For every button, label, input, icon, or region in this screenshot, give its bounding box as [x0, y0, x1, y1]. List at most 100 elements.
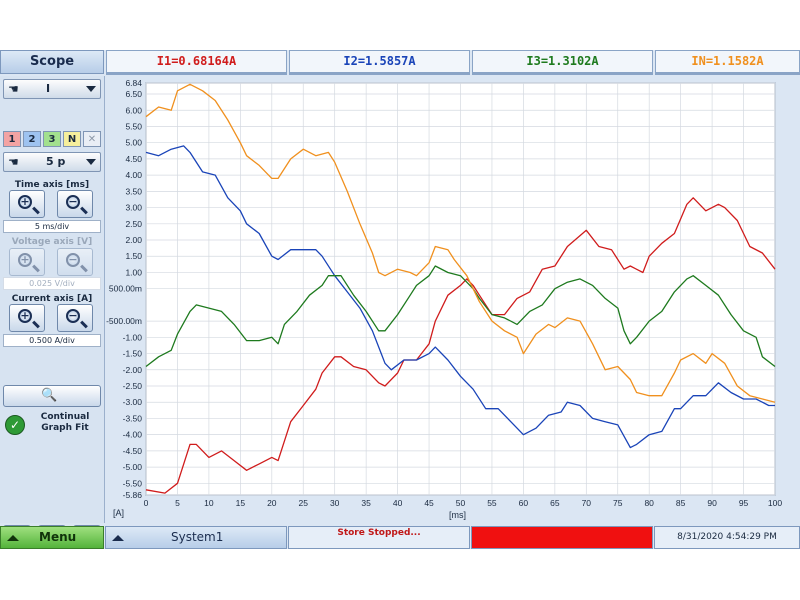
readout-in: IN=1.1582A	[655, 50, 800, 75]
readout-i1-label: I1=0.68164A	[156, 54, 237, 68]
graph-fit-button[interactable]: 🔍	[3, 385, 101, 407]
x-tick-label: 10	[204, 498, 214, 508]
y-tick-label: 3.00	[125, 203, 142, 213]
scope-chart[interactable]: 6.846.50 6.00 5.50 5.00 4.50 4.00 3.50 3.00 2.50…	[105, 75, 800, 525]
x-tick-label: 100	[768, 498, 782, 508]
voltage-zoom-in-button[interactable]: +	[9, 248, 45, 276]
voltage-axis-value: 0.025 V/div	[3, 277, 101, 290]
x-tick-label: 85	[676, 498, 686, 508]
voltage-axis-label: Voltage axis [V]	[11, 237, 93, 247]
x-tick-label: 50	[456, 498, 466, 508]
x-tick-label: 0	[144, 498, 149, 508]
control-panel: ☚ I 1 2 3 N ✕ ☚ 5 p Time axis [ms] + − 5…	[0, 76, 105, 547]
scope-app: Scope I1=0.68164A I2=1.5857A I3=1.3102A …	[0, 50, 800, 549]
y-tick-label: 6.50	[125, 89, 142, 99]
hand-pointer-icon: ☚	[8, 155, 19, 169]
x-tick-label: 90	[707, 498, 717, 508]
channel-2-toggle[interactable]: 2	[23, 131, 41, 147]
x-tick-label: 40	[393, 498, 403, 508]
continual-fit-label: Continual Graph Fit	[40, 412, 90, 433]
y-tick-label: 3.50	[125, 186, 142, 196]
datetime: 8/31/2020 4:54:29 PM	[654, 526, 800, 549]
readout-i3-label: I3=1.3102A	[526, 54, 599, 68]
channel-3-toggle[interactable]: 3	[43, 131, 61, 147]
x-axis-label: [ms]	[449, 510, 466, 520]
x-tick-label: 65	[550, 498, 560, 508]
record-indicator	[471, 526, 653, 549]
zoom-out-icon: −	[66, 309, 80, 323]
x-tick-label: 95	[739, 498, 749, 508]
system-selector[interactable]: System1	[105, 526, 287, 549]
x-tick-label: 80	[644, 498, 654, 508]
y-tick-label: -500.00m	[106, 316, 142, 326]
current-zoom-out-button[interactable]: −	[57, 304, 93, 332]
channel-n-toggle[interactable]: N	[63, 131, 81, 147]
y-tick-label: 2.00	[125, 235, 142, 245]
series-line-3	[145, 265, 776, 368]
y-tick-labels: 6.846.50 6.00 5.50 5.00 4.50 4.00 3.50 3.00 2.50…	[106, 78, 142, 500]
series-line-4	[145, 83, 776, 403]
x-tick-labels: 0 5 10 15 20 25 30 35 40 45 50 55 60 65 70 75 80 85 90 95 10…	[144, 498, 783, 508]
zoom-out-icon: −	[66, 195, 80, 209]
y-tick-label: 2.50	[125, 219, 142, 229]
readout-i2-label: I2=1.5857A	[343, 54, 416, 68]
time-zoom-out-button[interactable]: −	[57, 190, 93, 218]
menu-button[interactable]: Menu	[0, 526, 104, 549]
x-tick-label: 25	[299, 498, 309, 508]
y-tick-label: -1.00	[123, 332, 143, 342]
zoom-in-icon: +	[18, 253, 32, 267]
continual-fit-checkbox[interactable]: ✓	[5, 415, 25, 435]
y-tick-label: -4.50	[123, 446, 143, 456]
y-tick-label: 5.50	[125, 121, 142, 131]
hand-pointer-icon: ☚	[8, 82, 19, 96]
x-tick-label: 70	[582, 498, 592, 508]
x-tick-label: 60	[519, 498, 529, 508]
zoom-in-icon: +	[18, 309, 32, 323]
y-tick-label: 500.00m	[109, 284, 142, 294]
readout-i2: I2=1.5857A	[289, 50, 470, 75]
y-tick-label: -5.86	[123, 490, 143, 500]
y-tick-label: 6.84	[125, 78, 142, 88]
readout-i1: I1=0.68164A	[106, 50, 287, 75]
series-line-2	[145, 145, 775, 449]
zoom-in-icon: +	[18, 195, 32, 209]
series-lines	[145, 83, 776, 494]
bottom-bar: Menu System1 Store Stopped... 8/31/2020 …	[0, 526, 800, 549]
chevron-up-icon	[112, 535, 124, 541]
y-tick-label: -3.00	[123, 397, 143, 407]
x-tick-label: 5	[175, 498, 180, 508]
signal-dropdown-value: I	[46, 82, 51, 95]
scope-title: Scope	[0, 50, 104, 74]
x-tick-label: 35	[361, 498, 371, 508]
current-zoom-in-button[interactable]: +	[9, 304, 45, 332]
y-tick-label: -2.50	[123, 381, 143, 391]
y-tick-label: -1.50	[123, 349, 143, 359]
period-dropdown-value: 5 p	[46, 155, 66, 168]
y-tick-label: -5.00	[123, 462, 143, 472]
x-tick-label: 20	[267, 498, 277, 508]
clear-channels-icon[interactable]: ✕	[83, 131, 101, 147]
y-tick-label: -5.50	[123, 478, 143, 488]
chevron-down-icon	[86, 86, 96, 92]
readout-i3: I3=1.3102A	[472, 50, 653, 75]
signal-dropdown[interactable]: ☚ I	[3, 79, 101, 99]
series-line-1	[145, 197, 776, 494]
x-tick-label: 45	[424, 498, 434, 508]
system-label: System1	[171, 530, 224, 544]
x-tick-label: 75	[613, 498, 623, 508]
x-tick-label: 30	[330, 498, 340, 508]
channel-1-toggle[interactable]: 1	[3, 131, 21, 147]
time-zoom-in-button[interactable]: +	[9, 190, 45, 218]
y-tick-label: 4.50	[125, 154, 142, 164]
menu-label: Menu	[39, 530, 77, 544]
zoom-out-icon: −	[66, 253, 80, 267]
magnifier-fit-icon: 🔍	[41, 388, 58, 403]
chevron-down-icon	[86, 159, 96, 165]
readout-in-label: IN=1.1582A	[691, 54, 764, 68]
y-tick-label: 4.00	[125, 170, 142, 180]
y-tick-label: 6.00	[125, 105, 142, 115]
voltage-zoom-out-button[interactable]: −	[57, 248, 93, 276]
scope-plot-area: 6.84 6.50 6.00 5.50 5.00 4.50 4.00 3.50 3.00 2.50…	[105, 75, 800, 525]
current-axis-label: Current axis [A]	[11, 294, 93, 304]
period-dropdown[interactable]: ☚ 5 p	[3, 152, 101, 172]
